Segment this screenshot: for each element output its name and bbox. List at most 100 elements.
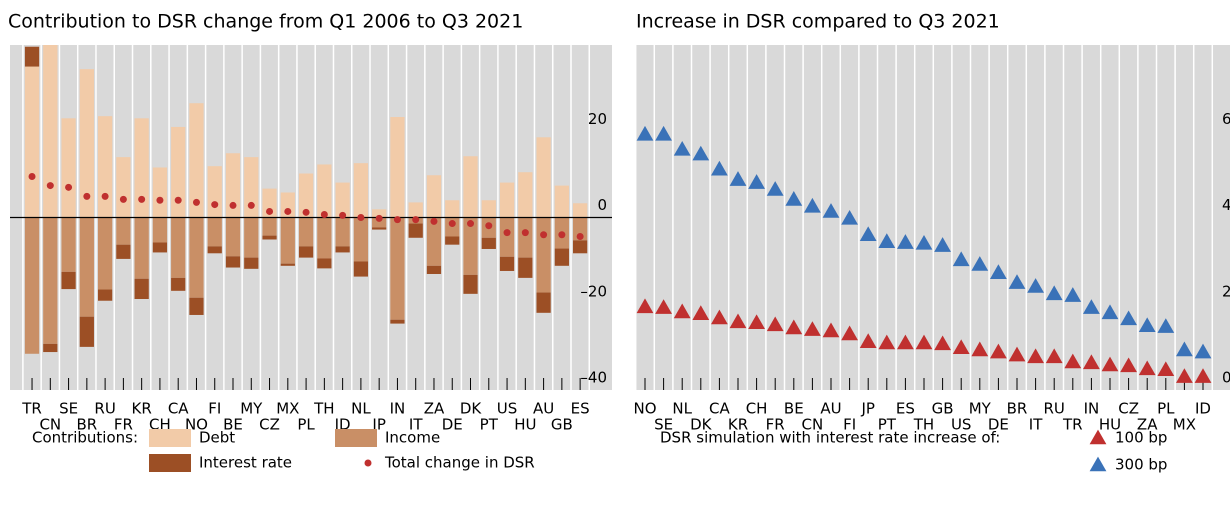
triangle-marker — [766, 181, 784, 196]
x-tick-label: ES — [571, 400, 590, 418]
x-tick-label: CA — [709, 400, 730, 418]
bar — [499, 182, 515, 218]
triangle-marker — [897, 234, 914, 249]
x-tick-label: TH — [313, 400, 334, 418]
bar — [171, 277, 186, 291]
dot — [284, 207, 292, 215]
y-tick-label: 2 — [1222, 282, 1230, 300]
x-tick-label: FR — [114, 416, 133, 434]
triangle-marker — [766, 316, 784, 332]
triangle-marker — [711, 309, 728, 325]
bar — [298, 246, 314, 258]
triangle-marker — [1138, 360, 1156, 376]
bar — [225, 256, 241, 268]
x-tick-label: SE — [654, 416, 673, 434]
x-tick-label: US — [951, 416, 972, 434]
x-tick-label: IT — [409, 416, 423, 434]
triangle-marker — [841, 209, 858, 225]
x-tick-label: GB — [932, 400, 954, 418]
dot — [558, 231, 566, 239]
bar — [79, 316, 94, 347]
bar — [24, 217, 40, 354]
dot — [156, 196, 164, 204]
bar — [463, 274, 478, 294]
bar — [536, 217, 551, 293]
triangle-marker — [1101, 304, 1119, 320]
triangle-marker — [897, 334, 914, 350]
x-tick-label: SE — [59, 400, 78, 418]
triangle-marker — [1157, 361, 1175, 377]
triangle-marker — [915, 234, 933, 250]
bar — [61, 118, 76, 218]
x-tick-label: DK — [690, 416, 713, 434]
x-tick-label: ZA — [1137, 416, 1158, 434]
dot — [521, 229, 529, 237]
x-tick-label: FR — [766, 416, 785, 434]
triangle-marker — [1176, 341, 1193, 357]
legend-swatch — [149, 454, 191, 472]
triangle-marker — [1045, 285, 1063, 301]
dot — [46, 182, 54, 190]
dot — [448, 220, 456, 228]
x-tick-label: CH — [746, 400, 768, 418]
triangle-marker — [841, 325, 858, 341]
bar — [79, 69, 94, 218]
x-tick-label: MY — [240, 400, 263, 418]
bar — [298, 217, 314, 247]
triangle-marker — [785, 319, 803, 335]
y-tick-label: 20 — [588, 110, 607, 128]
bar — [554, 248, 569, 266]
bar — [61, 271, 76, 290]
triangle-marker — [729, 313, 747, 329]
bar — [225, 153, 241, 218]
bar — [335, 217, 350, 247]
bar — [317, 258, 332, 269]
bar — [390, 319, 405, 324]
triangle-marker — [1064, 287, 1082, 302]
triangle-marker — [915, 334, 933, 350]
x-tick-label: NO — [633, 400, 656, 418]
dot — [65, 183, 73, 191]
dot — [174, 196, 182, 204]
bar — [24, 66, 40, 218]
bar — [61, 217, 76, 272]
dot — [576, 232, 584, 240]
y-tick-label: –20 — [580, 282, 607, 300]
bar — [244, 157, 259, 218]
triangle-marker — [952, 251, 970, 267]
legend-label: Debt — [199, 429, 235, 447]
bar — [262, 188, 277, 218]
x-tick-label: PT — [480, 416, 499, 434]
x-tick-label: HU — [1099, 416, 1121, 434]
dot — [211, 201, 219, 209]
legend-swatch — [335, 429, 377, 447]
legend-swatch — [1089, 456, 1107, 472]
y-tick-label: 6 — [1222, 110, 1230, 128]
triangle-marker — [990, 343, 1007, 359]
x-tick-label: AU — [820, 400, 841, 418]
bar — [244, 217, 259, 258]
bar — [207, 166, 222, 218]
triangle-marker — [692, 305, 710, 320]
triangle-marker — [673, 140, 691, 156]
triangle-marker — [673, 303, 691, 319]
x-tick-label: BR — [1007, 400, 1028, 418]
bar — [116, 244, 131, 259]
plot-area — [635, 45, 1230, 390]
dot — [339, 211, 347, 219]
x-tick-label: RU — [94, 400, 115, 418]
triangle-marker — [655, 299, 672, 314]
bar — [134, 118, 149, 218]
y-tick-label: –40 — [580, 369, 607, 387]
triangle-marker — [711, 160, 728, 176]
bar — [463, 156, 478, 218]
y-tick-label: 4 — [1222, 196, 1230, 214]
dot — [320, 210, 328, 218]
bar — [353, 163, 369, 218]
bar — [408, 202, 423, 218]
triangle-marker — [1157, 318, 1175, 333]
x-tick-label: MX — [1173, 416, 1196, 434]
x-tick-label: MX — [276, 400, 299, 418]
bar — [554, 185, 569, 218]
bar — [171, 217, 186, 278]
